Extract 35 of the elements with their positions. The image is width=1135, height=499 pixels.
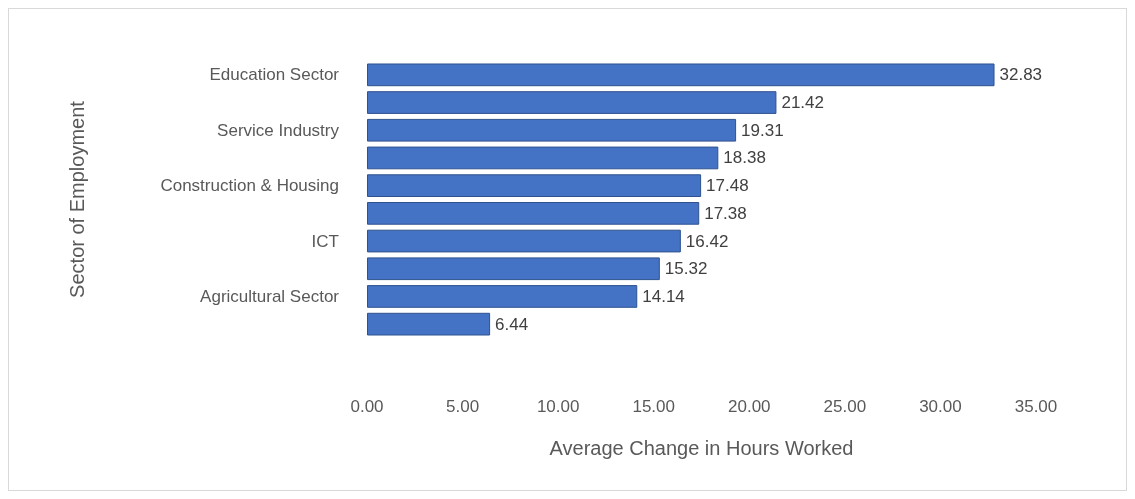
data-label: 19.31	[741, 120, 784, 140]
data-label: 15.32	[664, 259, 708, 279]
data-label: 14.14	[642, 286, 685, 306]
x-tick-label: 5.00	[446, 397, 480, 416]
bar	[367, 63, 995, 87]
bar	[367, 257, 660, 281]
data-label: 6.44	[495, 314, 529, 334]
data-label: 17.48	[706, 176, 749, 196]
bar	[367, 174, 702, 198]
x-tick-label: 15.00	[632, 397, 675, 416]
bar	[367, 118, 737, 142]
x-tick-label: 0.00	[350, 397, 384, 416]
bar	[367, 285, 638, 308]
y-tick-label: Construction & Housing	[160, 176, 339, 196]
y-tick-label: Education Sector	[209, 65, 340, 85]
y-tick-label: Service Industry	[217, 120, 340, 140]
y-axis-title: Sector of Employment	[66, 100, 88, 298]
x-tick-label: 10.00	[536, 397, 580, 416]
data-label: 18.38	[723, 148, 766, 168]
x-tick-label: 20.00	[728, 397, 771, 416]
bar	[367, 312, 491, 336]
bar	[367, 146, 719, 170]
x-tick-label: 25.00	[823, 397, 867, 416]
data-label: 17.38	[704, 203, 747, 223]
bar	[367, 91, 777, 114]
data-label: 21.42	[781, 93, 824, 113]
data-label: 32.83	[999, 65, 1043, 85]
y-tick-label: ICT	[311, 231, 339, 251]
data-label: 16.42	[685, 231, 729, 251]
y-tick-label: Agricultural Sector	[200, 286, 340, 306]
bar	[367, 229, 681, 253]
bar	[367, 201, 700, 225]
x-tick-label: 30.00	[919, 397, 962, 416]
x-axis-title: Average Change in Hours Worked	[549, 437, 854, 459]
x-tick-label: 35.00	[1014, 397, 1058, 416]
